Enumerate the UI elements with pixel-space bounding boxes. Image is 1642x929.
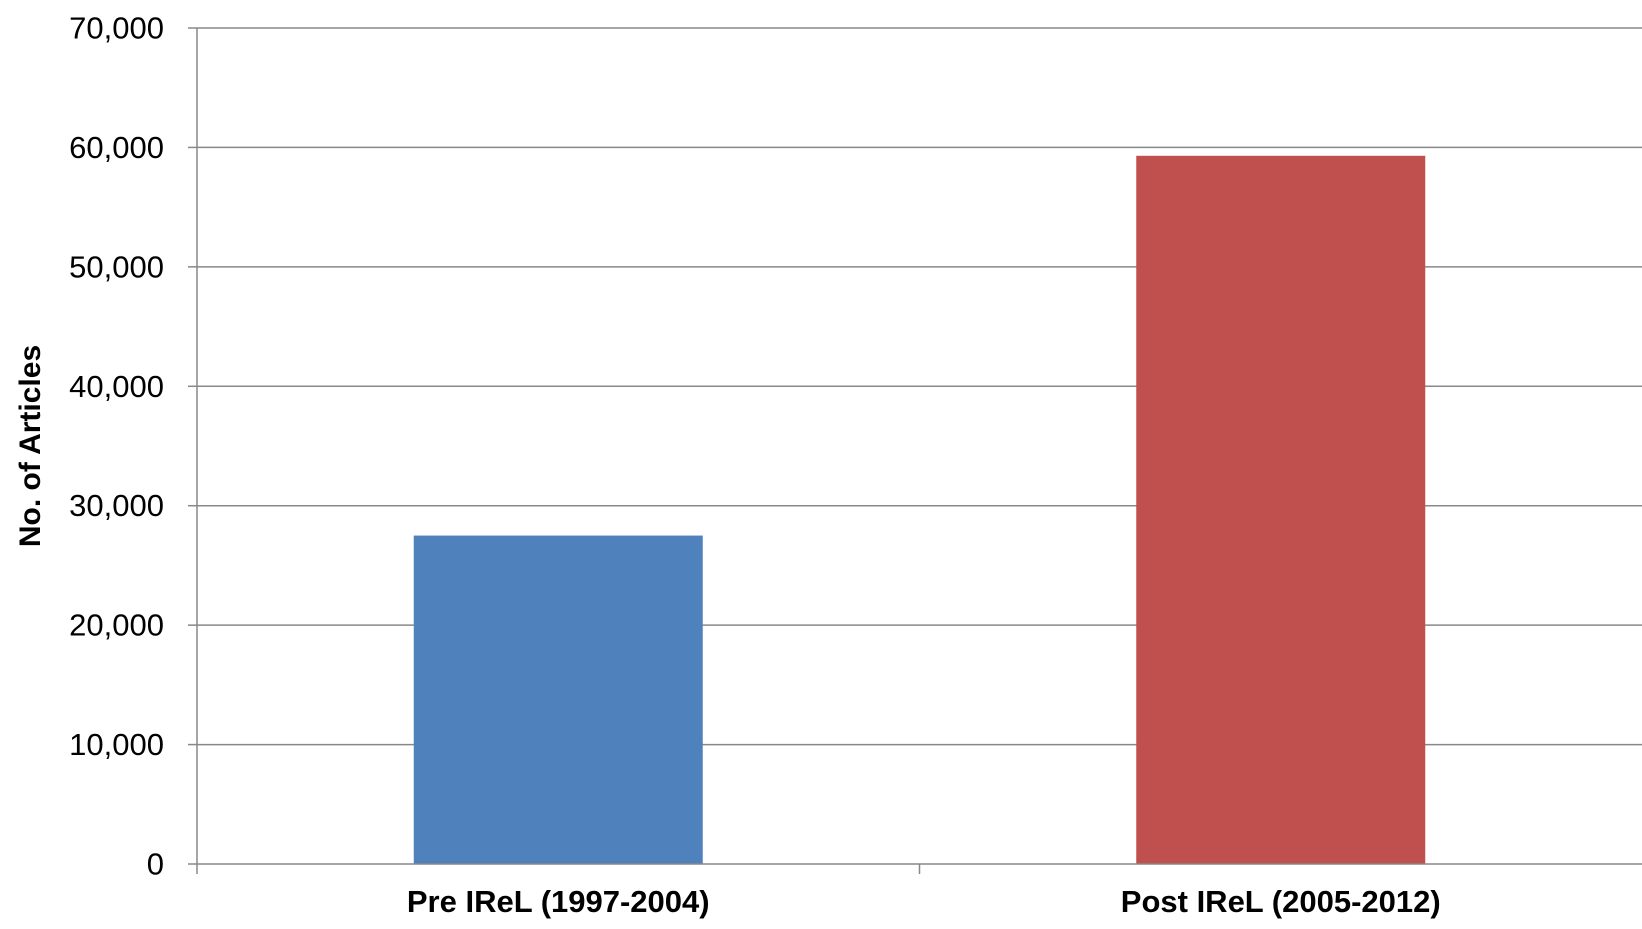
y-tick-label: 20,000 — [69, 608, 164, 643]
y-tick-label: 50,000 — [69, 249, 164, 284]
bar — [413, 535, 703, 864]
axes — [188, 27, 1642, 874]
x-tick-label: Pre IReL (1997-2004) — [407, 884, 710, 919]
y-tick-label: 0 — [147, 847, 164, 882]
y-tick-label: 70,000 — [69, 11, 164, 46]
y-tick-label: 10,000 — [69, 727, 164, 762]
x-tick-labels: Pre IReL (1997-2004) Post IReL (2005-2012… — [407, 884, 1441, 919]
bar — [1136, 155, 1426, 864]
y-tick-labels: 0 10,000 20,000 30,000 40,000 50,000 60,000 70,… — [69, 11, 164, 882]
x-tick-label: Post IReL (2005-2012) — [1121, 884, 1441, 919]
bars — [413, 155, 1426, 864]
y-axis-title: No. of Articles — [14, 345, 47, 547]
y-tick-label: 40,000 — [69, 369, 164, 404]
y-tick-label: 60,000 — [69, 130, 164, 165]
y-tick-label: 30,000 — [69, 488, 164, 523]
